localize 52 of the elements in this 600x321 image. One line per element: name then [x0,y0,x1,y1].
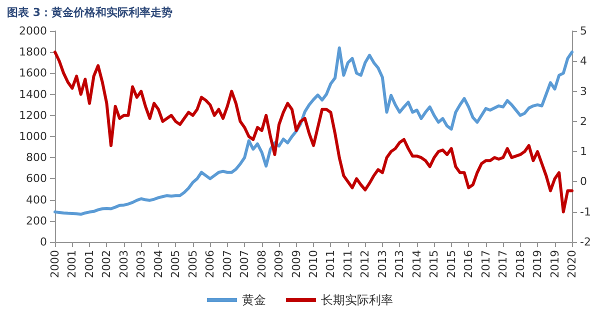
chart-title: 图表 3：黄金价格和实际利率走势 [7,6,172,19]
x-tick-label: 2012 [358,250,372,278]
x-tick-label: 2005 [186,250,200,278]
x-tick-label: 2001 [66,250,79,278]
y2-tick-label: 3 [580,84,587,98]
y2-tick-label: 5 [580,24,587,38]
x-tick-label: 2019 [531,250,544,278]
x-tick-label: 2016 [462,250,476,278]
x-tick-label: 2018 [514,250,527,278]
x-tick-label: 2003 [117,250,130,278]
legend-label: 长期实际利率 [321,293,393,307]
x-tick-label: 2008 [255,250,268,278]
y-tick-label: 1800 [19,46,47,59]
x-tick-label: 2014 [410,250,424,278]
x-tick-label: 2001 [82,250,96,278]
x-tick-label: 2007 [238,250,252,278]
x-tick-label: 2009 [290,250,303,278]
y2-tick-label: 1 [580,145,587,158]
x-tick-label: 2004 [152,250,165,278]
legend-label: 黄金 [242,293,266,307]
x-tick-label: 2010 [307,250,320,278]
x-tick-label: 2015 [444,250,458,278]
x-tick-label: 2011 [324,250,338,278]
x-tick-label: 2013 [376,250,389,278]
y2-tick-label: 0 [580,175,587,188]
y-tick-label: 1200 [19,108,47,122]
x-tick-label: 2020 [566,250,578,278]
y2-tick-label: 4 [580,54,587,68]
x-tick-label: 2003 [134,250,148,278]
x-tick-label: 2017 [496,250,510,278]
x-tick-label: 2013 [393,250,406,278]
y2-tick-label: -1 [580,205,591,218]
y-tick-label: 1600 [19,66,47,80]
x-tick-label: 2002 [100,250,114,278]
y2-tick-label: -2 [580,236,591,248]
x-tick-label: 2006 [204,250,217,278]
x-tick-label: 2011 [341,250,354,278]
y-tick-label: 200 [26,214,47,228]
y-tick-label: 2000 [19,24,47,38]
y-tick-label: 1400 [19,88,47,101]
y2-tick-label: 2 [580,114,587,128]
y-tick-label: 1000 [19,130,47,143]
x-tick-label: 2007 [220,250,234,278]
x-tick-label: 2015 [428,250,441,278]
y-tick-label: 400 [26,193,47,206]
y-tick-label: 800 [26,151,47,164]
y-tick-label: 600 [26,172,47,186]
x-tick-label: 2019 [548,250,562,278]
x-tick-label: 2005 [169,250,182,278]
y-tick-label: 0 [40,236,47,248]
x-tick-label: 2017 [479,250,492,278]
x-tick-label: 2009 [272,250,286,278]
